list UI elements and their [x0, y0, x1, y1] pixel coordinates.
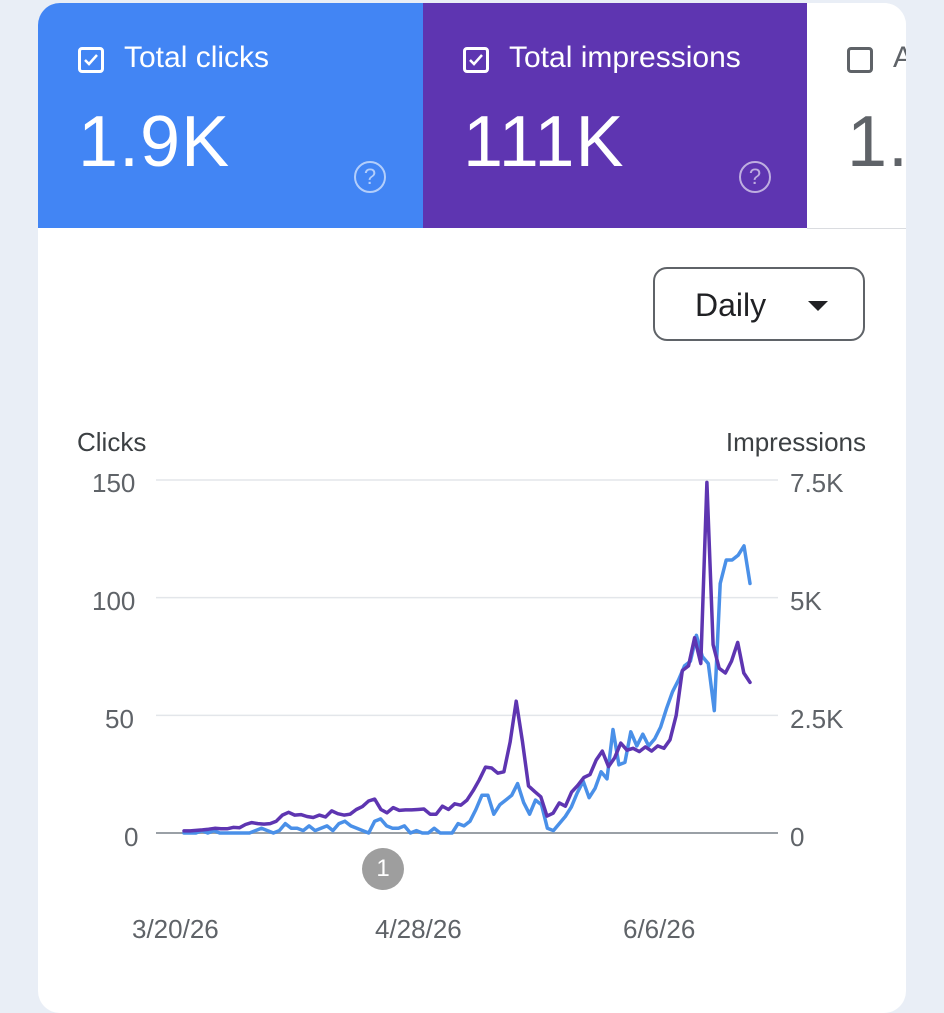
- y-right-tick: 5K: [790, 586, 822, 616]
- granularity-dropdown[interactable]: Daily: [653, 267, 865, 341]
- metric-label: Total clicks: [124, 41, 270, 74]
- y-right-tick: 7.5K: [790, 468, 844, 498]
- metric-label: Total impressions: [509, 41, 741, 74]
- metric-tile-total-impressions[interactable]: Total impressions 111K ?: [423, 3, 807, 228]
- y-right-tick: 2.5K: [790, 704, 844, 734]
- annotation-marker[interactable]: 1: [362, 848, 404, 890]
- checkbox-unchecked-icon[interactable]: [847, 47, 873, 73]
- x-tick: 4/28/26: [375, 914, 462, 944]
- checkbox-checked-icon[interactable]: [78, 47, 104, 73]
- checkbox-checked-icon[interactable]: [463, 47, 489, 73]
- y-left-tick: 150: [92, 468, 136, 498]
- metric-value: 1.9K: [78, 102, 231, 182]
- metric-value: 1.: [847, 102, 906, 182]
- y-left-axis-title: Clicks: [77, 427, 147, 457]
- performance-line-chart: [156, 479, 778, 835]
- y-right-tick: 0: [790, 822, 805, 852]
- y-left-tick: 50: [105, 704, 134, 734]
- y-left-tick: 0: [124, 822, 139, 852]
- question-circle-icon[interactable]: ?: [739, 161, 771, 193]
- performance-card: Total clicks 1.9K ? Total impressions 11…: [38, 3, 906, 1013]
- question-circle-icon[interactable]: ?: [354, 161, 386, 193]
- granularity-selected: Daily: [695, 287, 767, 323]
- metric-tile-average-ctr[interactable]: A 1.: [807, 3, 906, 229]
- x-tick: 3/20/26: [132, 914, 219, 944]
- y-right-axis-title: Impressions: [725, 427, 866, 457]
- metric-value: 111K: [463, 102, 625, 182]
- x-tick: 6/6/26: [623, 914, 696, 944]
- series-line-total-clicks: [182, 544, 752, 835]
- metric-tile-total-clicks[interactable]: Total clicks 1.9K ?: [38, 3, 423, 228]
- caret-down-icon: [808, 301, 828, 311]
- y-left-tick: 100: [92, 586, 136, 616]
- metric-label: A: [893, 41, 906, 74]
- series-line-total-impressions: [182, 480, 752, 833]
